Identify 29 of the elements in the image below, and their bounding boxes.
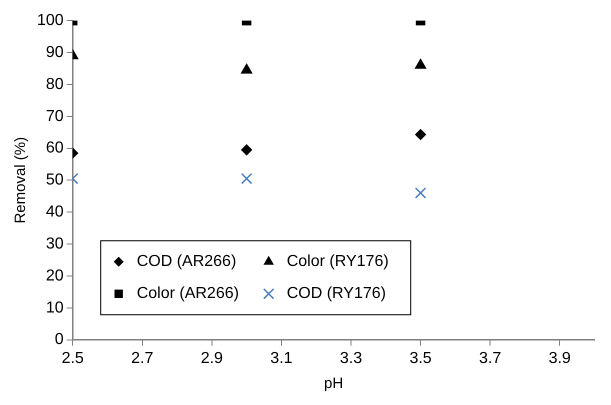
point xyxy=(415,129,426,140)
y-tick-label: 60 xyxy=(46,140,64,157)
legend-label: COD (AR266) xyxy=(136,253,236,270)
y-tick-label: 70 xyxy=(46,108,64,125)
legend-label: Color (RY176) xyxy=(286,253,389,270)
y-tick-label: 40 xyxy=(46,204,64,221)
y-tick-label: 50 xyxy=(46,172,64,189)
x-tick-label: 3.9 xyxy=(548,350,571,367)
x-tick-label: 3.3 xyxy=(340,350,362,367)
x-axis-title: pH xyxy=(324,375,344,392)
point xyxy=(241,144,252,156)
y-tick-label: 100 xyxy=(36,12,64,30)
x-tick-label: 3.5 xyxy=(409,350,432,367)
y-tick-label: 20 xyxy=(46,267,64,284)
y-tick-label: 90 xyxy=(46,44,64,61)
point xyxy=(240,172,252,184)
y-tick-label: 10 xyxy=(46,299,64,316)
x-tick-label: 3.1 xyxy=(270,350,293,367)
legend-label: Color (AR266) xyxy=(136,285,239,302)
x-tick-label: 2.7 xyxy=(131,350,154,367)
y-tick-label: 30 xyxy=(46,235,64,252)
point xyxy=(414,187,426,199)
x-tick-label: 2.9 xyxy=(200,350,224,367)
x-tick-label: 2.5 xyxy=(62,350,84,367)
y-tick-label: 0 xyxy=(54,331,64,348)
legend-label: COD (RY176) xyxy=(286,285,386,302)
y-axis-title: Removal (%) xyxy=(12,136,30,224)
y-tick-label: 80 xyxy=(46,76,64,93)
x-tick-label: 3.7 xyxy=(479,350,502,367)
